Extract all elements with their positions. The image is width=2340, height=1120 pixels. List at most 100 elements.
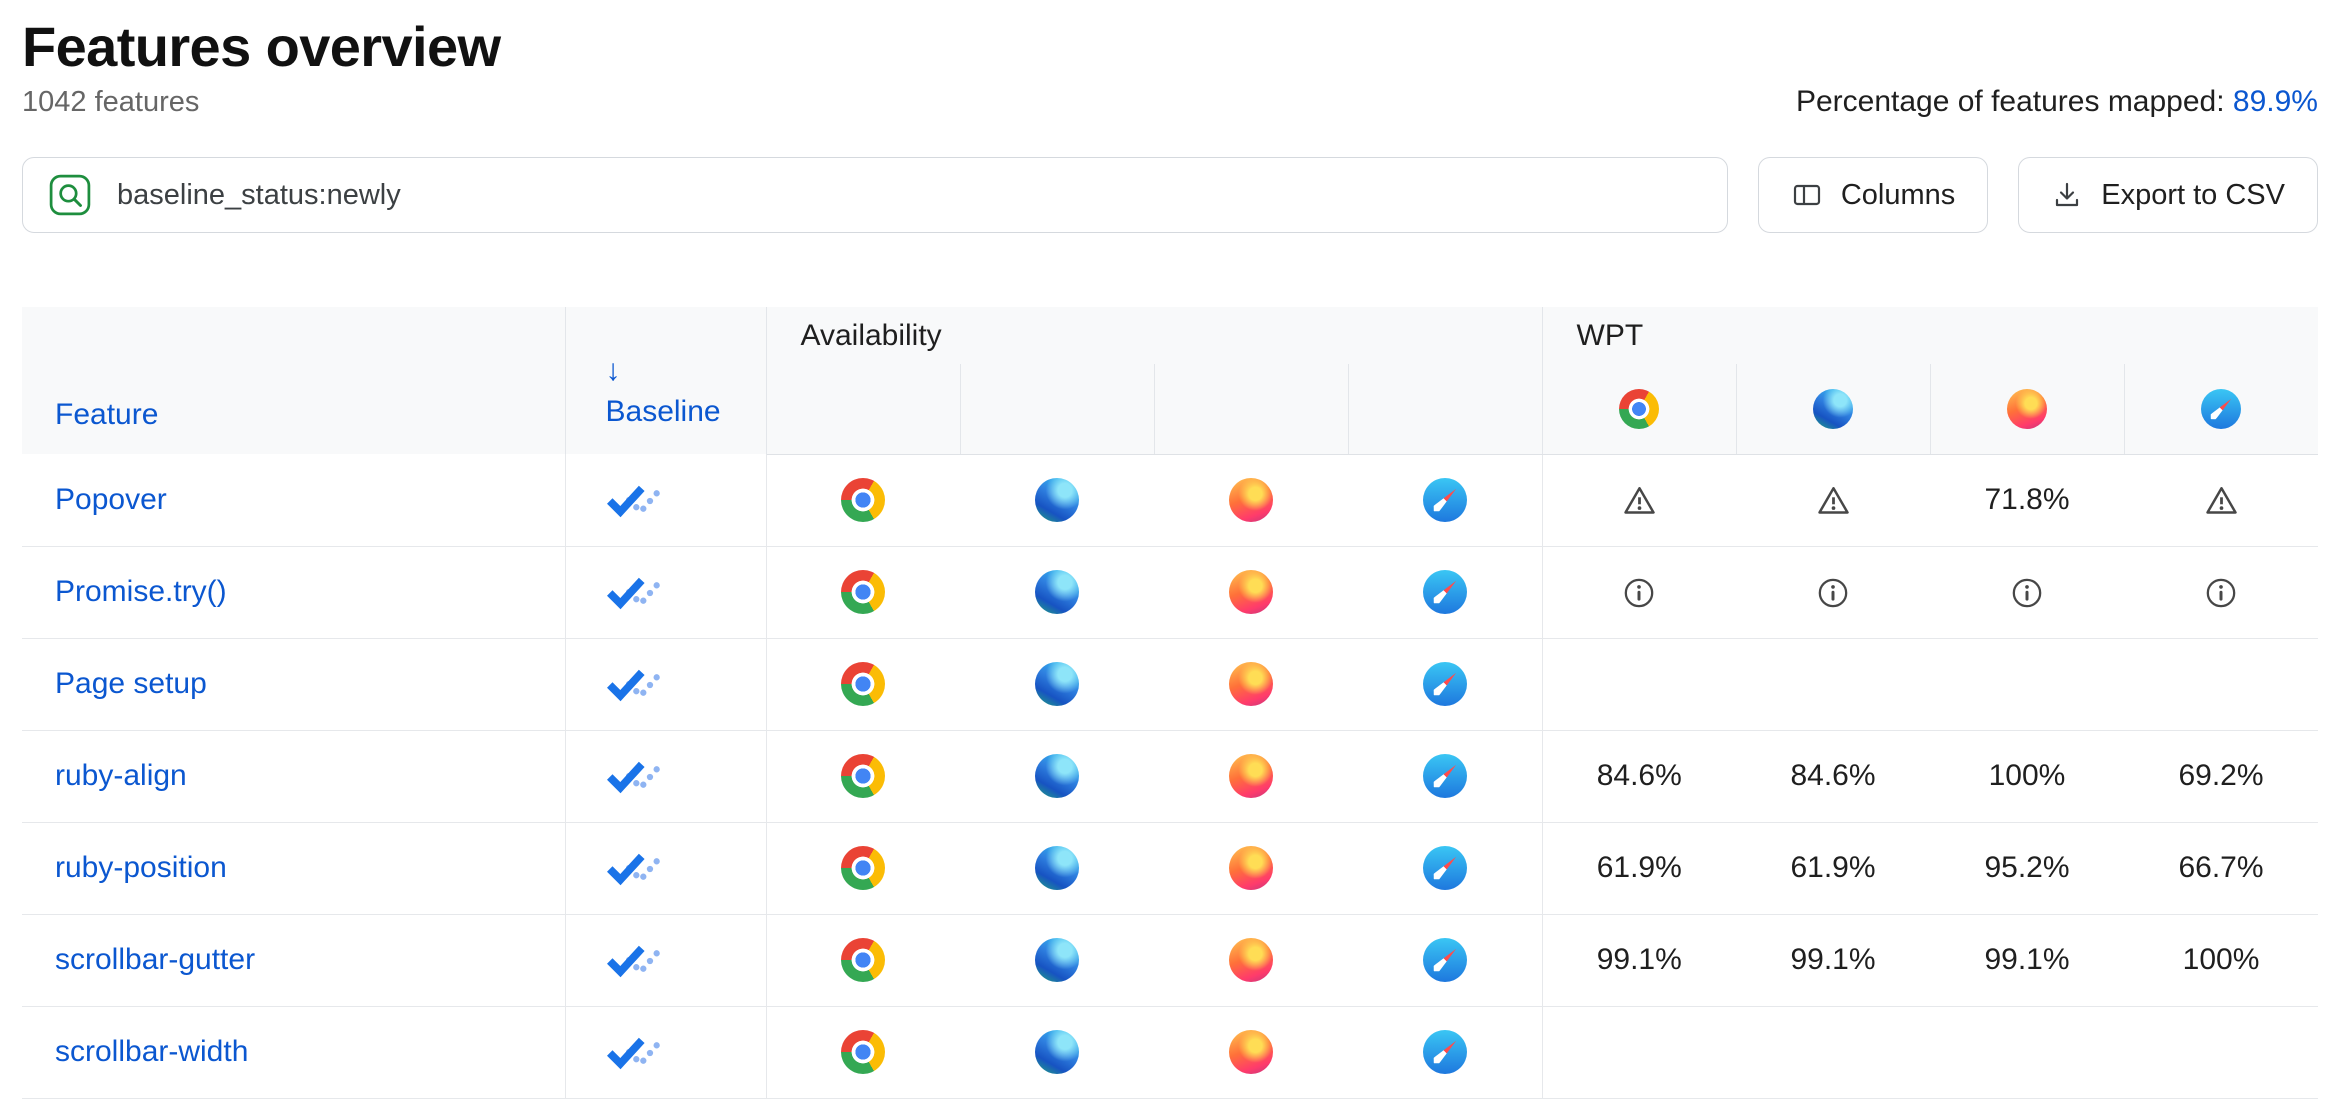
availability-cell-chrome — [766, 1006, 960, 1099]
firefox-icon — [1229, 662, 1273, 706]
columns-icon — [1793, 184, 1820, 206]
availability-subheader-safari — [1347, 364, 1542, 455]
availability-cell-firefox — [1154, 1006, 1348, 1099]
chrome-icon — [841, 938, 886, 982]
availability-cell-edge — [960, 638, 1154, 731]
baseline-status-cell — [565, 454, 767, 547]
info-icon — [1624, 578, 1654, 607]
wpt-score-firefox — [1930, 546, 2124, 639]
feature-link[interactable]: ruby-align — [55, 759, 187, 792]
column-group-wpt: WPT — [1542, 307, 2319, 364]
feature-link[interactable]: Popover — [55, 482, 167, 516]
availability-cell-chrome — [766, 730, 960, 823]
firefox-icon — [1229, 1030, 1273, 1074]
availability-cell-edge — [960, 454, 1154, 547]
wpt-score-firefox — [1930, 638, 2124, 731]
availability-subheader-firefox — [1153, 364, 1348, 455]
firefox-icon — [1229, 754, 1273, 798]
wpt-score-chrome — [1542, 638, 1736, 731]
table-row: Page setup — [22, 638, 2319, 731]
wpt-score-firefox: 95.2% — [1930, 822, 2124, 915]
edge-icon — [1035, 570, 1079, 614]
firefox-icon — [1229, 478, 1273, 522]
table-row: scrollbar-gutter 99.1% 99.1% 99.1% 100% — [22, 914, 2319, 1007]
availability-cell-safari — [1348, 730, 1543, 823]
baseline-newly-icon — [606, 669, 663, 702]
wpt-score-safari — [2124, 454, 2319, 547]
edge-icon — [1035, 846, 1079, 890]
feature-link[interactable]: Promise.try() — [55, 575, 227, 608]
baseline-newly-icon — [606, 1037, 663, 1070]
safari-icon — [1422, 1030, 1467, 1074]
mapped-value-link[interactable]: 89.9% — [2232, 85, 2318, 118]
wpt-score-edge: 61.9% — [1736, 822, 1930, 915]
sort-feature-link[interactable]: Feature — [55, 398, 159, 431]
wpt-score-edge — [1736, 1006, 1930, 1099]
warning-icon — [1817, 486, 1849, 514]
search-input[interactable] — [115, 177, 1701, 213]
columns-button[interactable]: Columns — [1757, 157, 1989, 233]
edge-icon — [1035, 938, 1079, 982]
availability-cell-firefox — [1154, 914, 1348, 1007]
safari-icon — [1422, 478, 1467, 522]
firefox-icon — [1229, 846, 1273, 890]
wpt-subheader-chrome — [1541, 364, 1736, 455]
availability-cell-firefox — [1154, 730, 1348, 823]
wpt-score-safari — [2124, 1006, 2319, 1099]
toolbar: Columns Export to CSV — [22, 157, 2318, 233]
search-box[interactable] — [22, 157, 1728, 233]
wpt-score-firefox: 100% — [1930, 730, 2124, 823]
safari-icon — [2201, 388, 2242, 429]
feature-link[interactable]: Page setup — [55, 667, 207, 700]
columns-button-label: Columns — [1840, 178, 1956, 211]
page-title: Features overview — [22, 15, 501, 78]
column-header-baseline: ↓ Baseline — [565, 307, 767, 454]
wpt-score-chrome — [1542, 546, 1736, 639]
wpt-score-chrome — [1542, 454, 1736, 547]
sort-arrow-down-icon: ↓ — [605, 354, 621, 387]
baseline-status-cell — [565, 638, 767, 731]
export-csv-button[interactable]: Export to CSV — [2018, 157, 2318, 233]
availability-cell-edge — [960, 546, 1154, 639]
wpt-score-safari: 69.2% — [2124, 730, 2319, 823]
info-icon — [2012, 578, 2042, 607]
edge-icon — [1035, 1030, 1079, 1074]
baseline-status-cell — [565, 914, 767, 1007]
chrome-icon — [841, 662, 886, 706]
wpt-score-firefox — [1930, 1006, 2124, 1099]
wpt-subheader-firefox — [1929, 364, 2124, 455]
feature-link[interactable]: scrollbar-width — [55, 1035, 249, 1068]
availability-cell-firefox — [1154, 546, 1348, 639]
table-row: Popover 71.8% — [22, 454, 2319, 547]
wpt-score-edge — [1736, 454, 1930, 547]
wpt-score-chrome: 84.6% — [1542, 730, 1736, 823]
info-icon — [2206, 578, 2236, 607]
availability-cell-firefox — [1154, 454, 1348, 547]
features-table: Feature ↓ Baseline Availability WPT — [22, 307, 2319, 1099]
availability-cell-chrome — [766, 546, 960, 639]
availability-cell-edge — [960, 914, 1154, 1007]
table-row: ruby-align 84.6% 84.6% 100% 69.2% — [22, 730, 2319, 823]
feature-link[interactable]: scrollbar-gutter — [55, 943, 256, 976]
availability-cell-firefox — [1154, 822, 1348, 915]
sort-baseline-link[interactable]: ↓ Baseline — [606, 351, 766, 432]
firefox-icon — [1229, 938, 1273, 982]
chrome-icon — [841, 846, 886, 890]
wpt-score-chrome — [1542, 1006, 1736, 1099]
table-row: scrollbar-width — [22, 1006, 2319, 1099]
baseline-newly-icon — [606, 577, 663, 610]
feature-link[interactable]: ruby-position — [55, 851, 227, 884]
wpt-subheader-safari — [2123, 364, 2319, 455]
availability-cell-safari — [1348, 914, 1543, 1007]
search-icon — [49, 174, 91, 216]
firefox-icon — [1229, 570, 1273, 614]
availability-cell-chrome — [766, 454, 960, 547]
baseline-newly-icon — [606, 945, 663, 978]
safari-icon — [1422, 754, 1467, 798]
edge-icon — [1035, 478, 1079, 522]
wpt-score-firefox: 71.8% — [1930, 454, 2124, 547]
wpt-score-safari — [2124, 638, 2319, 731]
chrome-icon — [841, 754, 886, 798]
wpt-score-firefox: 99.1% — [1930, 914, 2124, 1007]
wpt-subheader-edge — [1735, 364, 1930, 455]
